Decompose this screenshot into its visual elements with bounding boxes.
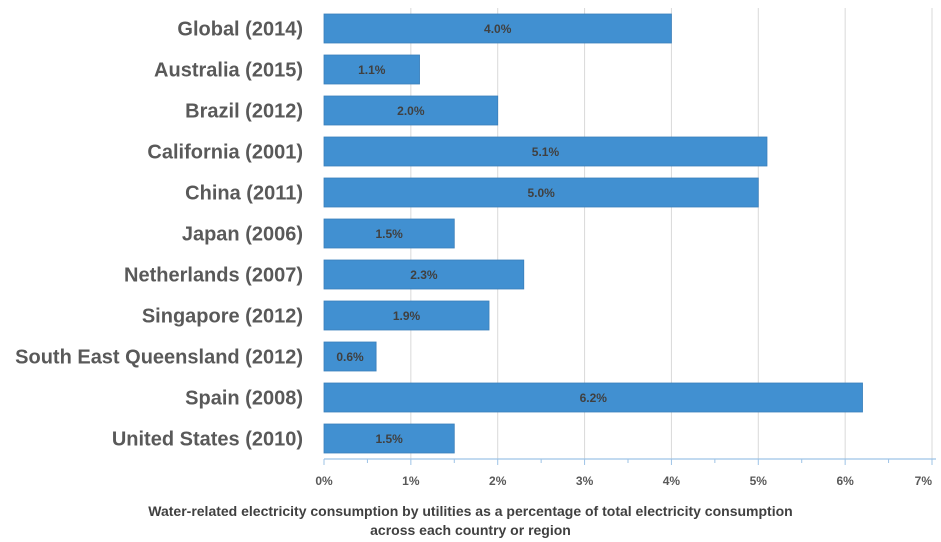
x-tick-label: 1% [402, 474, 420, 488]
x-tick-label: 3% [576, 474, 594, 488]
category-labels: Global (2014) Australia (2015) Brazil (201… [15, 19, 303, 451]
gridlines [410, 8, 933, 459]
x-tick-label: 4% [663, 474, 681, 488]
bar [323, 341, 377, 372]
bar [323, 423, 455, 454]
category-label: China (2011) [185, 183, 303, 205]
data-label: 5.0% [527, 186, 555, 200]
bar [323, 54, 420, 85]
x-tick-label: 2% [489, 474, 507, 488]
bar [323, 177, 759, 208]
category-label: Australia (2015) [154, 60, 303, 82]
x-axis-title-line-2: across each country or region [370, 522, 571, 538]
data-label: 1.9% [393, 309, 421, 323]
x-axis-title: Water-related electricity consumption by… [0, 502, 941, 540]
x-axis: 0% 1% 2% 3% 4% 5% 6% 7% [315, 458, 936, 488]
bars: 4.0% 1.1% 2.0% 5.1% 5.0% 1.5% 2.3% 1.9% 0.6% 6.2%… [323, 13, 863, 454]
bar [323, 259, 525, 290]
category-label: United States (2010) [112, 429, 303, 451]
category-label: Netherlands (2007) [124, 265, 303, 287]
data-label: 4.0% [484, 22, 512, 36]
data-label: 2.0% [397, 104, 425, 118]
category-label: California (2001) [147, 142, 303, 164]
data-label: 5.1% [532, 145, 560, 159]
bar [323, 300, 490, 331]
x-tick-label: 5% [750, 474, 768, 488]
data-label: 2.3% [410, 268, 438, 282]
category-label: Global (2014) [177, 19, 303, 41]
bar [323, 13, 672, 44]
category-label: Singapore (2012) [142, 306, 303, 328]
category-label: South East Queensland (2012) [15, 347, 303, 369]
category-label: Brazil (2012) [185, 101, 303, 123]
x-axis-title-line-1: Water-related electricity consumption by… [148, 503, 793, 519]
x-tick-label: 6% [836, 474, 854, 488]
x-tick-label: 7% [915, 474, 933, 488]
category-label: Japan (2006) [182, 224, 303, 246]
category-label: Spain (2008) [185, 388, 303, 410]
bar [323, 136, 768, 167]
x-tick-label: 0% [315, 474, 333, 488]
bar-chart: 4.0% 1.1% 2.0% 5.1% 5.0% 1.5% 2.3% 1.9% 0.6% 6.2%… [15, 8, 936, 488]
data-label: 1.1% [358, 63, 386, 77]
data-label: 1.5% [375, 227, 403, 241]
data-label: 1.5% [375, 432, 403, 446]
data-label: 6.2% [580, 391, 608, 405]
bar [323, 95, 499, 126]
data-label: 0.6% [336, 350, 364, 364]
bar [323, 382, 863, 413]
bar [323, 218, 455, 249]
